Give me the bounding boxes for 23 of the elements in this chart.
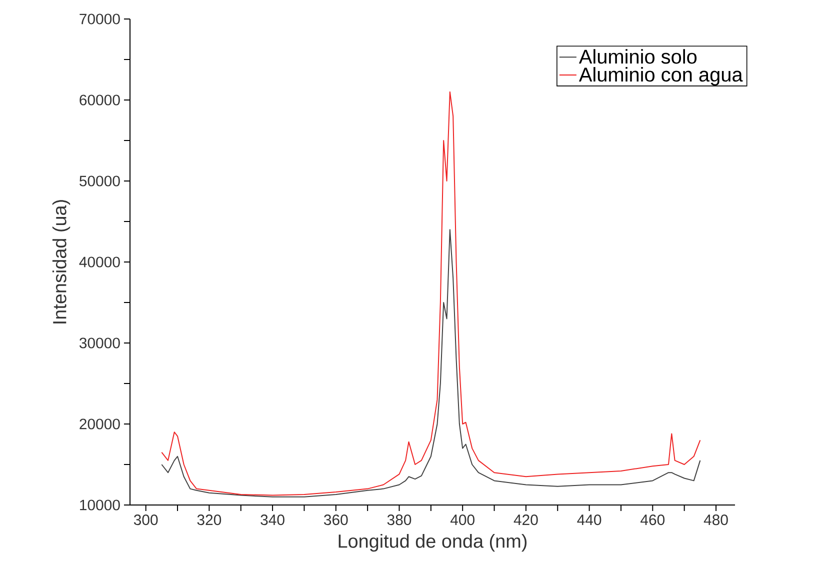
x-tick-label: 380 <box>387 514 412 526</box>
x-axis-title: Longitud de onda (nm) <box>338 534 527 552</box>
x-tick-label: 400 <box>450 514 474 526</box>
x-tick-label: 360 <box>324 514 348 526</box>
x-tick-label: 320 <box>197 514 222 526</box>
y-tick-label: 30000 <box>79 338 120 348</box>
y-tick-label: 20000 <box>80 418 120 430</box>
y-tick-label: 10000 <box>80 500 120 510</box>
x-tick-label: 420 <box>514 514 538 526</box>
y-tick-label: 50000 <box>80 176 120 186</box>
legend-label: Aluminio solo <box>578 49 697 64</box>
x-tick-label: 480 <box>704 514 728 526</box>
x-tick-label: 460 <box>640 514 665 526</box>
y-tick-label: 40000 <box>79 256 120 268</box>
line-series <box>161 91 701 496</box>
y-tick-label: 60000 <box>80 94 120 106</box>
x-tick-label: 440 <box>577 514 602 526</box>
line-series <box>161 229 701 498</box>
y-axis-title: Intensidad (ua) <box>52 200 70 324</box>
legend-label: Aluminio con agua <box>578 67 743 86</box>
x-tick-label: 340 <box>260 514 284 526</box>
x-tick-label: 300 <box>134 514 158 526</box>
y-tick-label: 70000 <box>80 14 120 24</box>
